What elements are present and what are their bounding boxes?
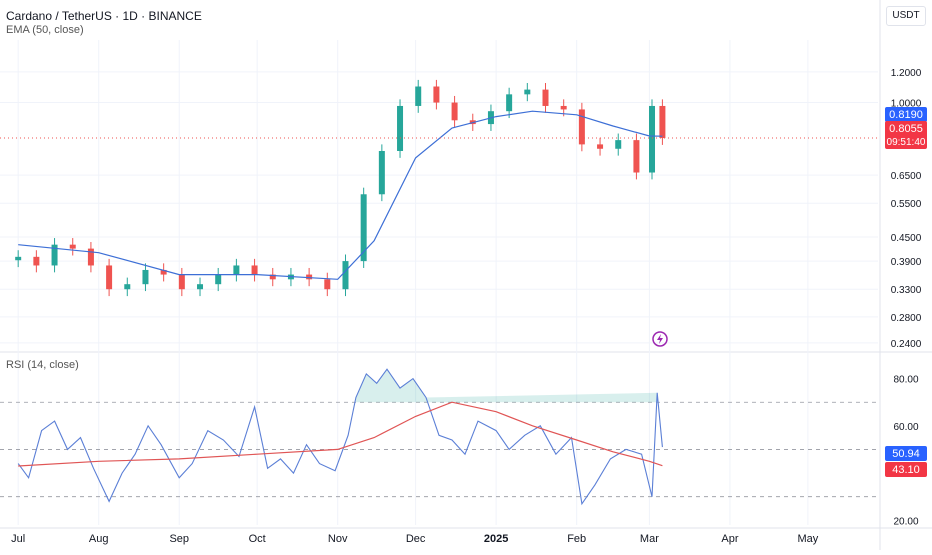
ema-badge	[885, 107, 927, 122]
candle-body	[397, 105, 404, 151]
candle-body	[342, 261, 349, 290]
candle-body	[33, 256, 40, 266]
candle-body	[578, 109, 585, 145]
ema-legend[interactable]: EMA (50, close)	[6, 24, 84, 36]
rsi-value-badge	[885, 446, 927, 461]
price-badges: 0.8190 0.8055 09:51:40 50.94 43.10	[885, 107, 927, 477]
candle-body	[69, 244, 76, 249]
rsi-tick-label: 80.00	[893, 375, 918, 386]
countdown-text: 09:51:40	[887, 137, 926, 148]
candle-body	[142, 269, 149, 285]
candle-body	[251, 265, 258, 275]
rsi-pane[interactable]	[0, 368, 878, 506]
price-tick-label: 0.3900	[891, 257, 922, 268]
price-tick-label: 0.3300	[891, 285, 922, 296]
candle-body	[597, 144, 604, 149]
time-tick-label: Nov	[328, 533, 348, 545]
rsi-ma-badge	[885, 462, 927, 477]
candle-body	[506, 94, 513, 112]
ema-badge-text: 0.8190	[889, 109, 923, 121]
time-tick-label: May	[797, 533, 818, 545]
rsi-ma-text: 43.10	[892, 464, 920, 476]
time-tick-label: Sep	[169, 533, 189, 545]
candle-body	[87, 248, 94, 266]
price-tick-label: 1.0000	[891, 99, 922, 110]
rsi-overbought-fill	[355, 369, 658, 403]
candle-body	[451, 102, 458, 121]
candle-body	[306, 274, 313, 280]
candle-body	[542, 89, 549, 106]
candle-body	[178, 274, 185, 290]
last-price-text: 0.8055	[889, 123, 923, 135]
candle-body	[106, 265, 113, 290]
time-tick-label: Dec	[406, 533, 426, 545]
rsi-legend[interactable]: RSI (14, close)	[6, 359, 79, 371]
time-tick-label: Oct	[249, 533, 266, 545]
rsi-tick-label: 20.00	[893, 516, 918, 527]
candle-body	[269, 274, 276, 280]
rsi-value-text: 50.94	[892, 448, 920, 460]
candle-body	[324, 279, 331, 290]
time-tick-label: Apr	[721, 533, 738, 545]
price-tick-label: 0.4500	[891, 233, 922, 244]
price-tick-label: 0.5500	[891, 199, 922, 210]
price-pane[interactable]	[0, 79, 878, 297]
axes: 1.2000 1.0000 0.6500 0.5500 0.4500 0.3900 0.33…	[11, 68, 922, 545]
rsi-ma-line	[18, 401, 663, 467]
rsi-tick-label: 60.00	[893, 422, 918, 433]
candle-body	[51, 244, 58, 266]
time-tick-label: Jul	[11, 533, 25, 545]
symbol-title[interactable]: Cardano / TetherUS · 1D · BINANCE	[6, 9, 202, 23]
candle-body	[378, 150, 385, 195]
price-tick-label: 0.2800	[891, 313, 922, 324]
time-tick-label: Mar	[640, 533, 659, 545]
candle-body	[524, 89, 531, 95]
ema-line	[18, 110, 663, 280]
candle-body	[160, 269, 167, 275]
candle-body	[215, 274, 222, 285]
candle-body	[124, 284, 131, 290]
rsi-line	[17, 368, 663, 506]
time-tick-label: Feb	[567, 533, 586, 545]
candle-body	[15, 256, 22, 261]
candle-body	[659, 105, 666, 139]
last-price-badge	[885, 121, 927, 149]
candle-body	[560, 105, 567, 110]
candle-body	[233, 265, 240, 275]
candle-body	[649, 105, 656, 173]
price-tick-label: 1.2000	[891, 68, 922, 79]
candle-body	[615, 140, 622, 149]
candle-body	[415, 86, 422, 106]
price-tick-label: 0.6500	[891, 171, 922, 182]
time-tick-label: 2025	[484, 533, 508, 545]
candle-body	[633, 140, 640, 173]
candle-body	[433, 86, 440, 103]
candle-body	[197, 284, 204, 290]
flash-icon[interactable]	[652, 331, 668, 347]
candle-body	[360, 194, 367, 262]
price-tick-label: 0.2400	[891, 339, 922, 350]
currency-button[interactable]: USDT	[886, 6, 926, 26]
time-tick-label: Aug	[89, 533, 109, 545]
